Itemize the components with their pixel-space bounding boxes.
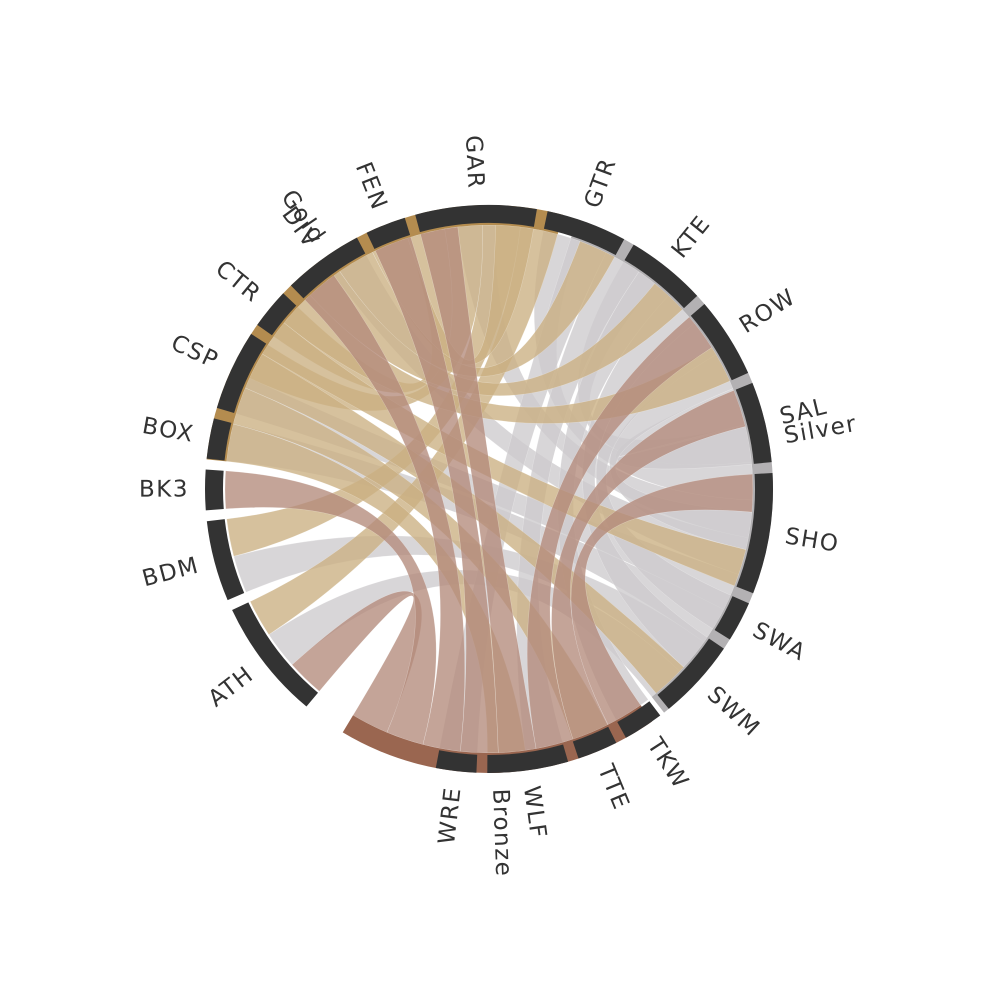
label-ctr: CTR bbox=[210, 256, 266, 308]
arc-box bbox=[206, 418, 232, 461]
arc-swm bbox=[657, 638, 724, 709]
arc-bdm bbox=[206, 519, 245, 601]
arc-csp bbox=[216, 333, 267, 414]
ribbon-bronze-row bbox=[526, 316, 713, 750]
label-bk3: BK3 bbox=[139, 476, 189, 502]
label-bdm: BDM bbox=[140, 552, 203, 592]
arc-sal bbox=[735, 382, 772, 464]
arc-wre bbox=[435, 750, 478, 773]
arc-bronze bbox=[342, 705, 653, 773]
arc-tte bbox=[572, 726, 617, 759]
arc-ctr bbox=[257, 293, 297, 336]
label-gar: GAR bbox=[460, 135, 488, 190]
label-sho: SHO bbox=[783, 523, 841, 557]
label-csp: CSP bbox=[167, 330, 222, 374]
arc-bk3 bbox=[204, 469, 224, 511]
arc-tkw bbox=[617, 701, 661, 738]
label-ath: ATH bbox=[204, 661, 259, 712]
label-swa: SWA bbox=[748, 617, 810, 666]
label-swm: SWM bbox=[702, 682, 765, 743]
ribbon-bronze-fen bbox=[374, 236, 499, 754]
ribbon-bronze-bk3 bbox=[224, 470, 437, 745]
label-row: ROW bbox=[735, 284, 801, 339]
label-gtr: GTR bbox=[580, 154, 622, 211]
label-tte: TTE bbox=[592, 760, 634, 814]
ribbon-bronze-sho bbox=[570, 473, 754, 725]
label-tkw: TKW bbox=[641, 733, 694, 795]
ribbons-group bbox=[224, 224, 754, 754]
arc-sho bbox=[736, 473, 773, 594]
ribbon-gold-ath bbox=[249, 226, 559, 636]
label-wre: WRE bbox=[434, 785, 467, 845]
arc-gar bbox=[415, 205, 537, 233]
arcs-group bbox=[204, 205, 773, 774]
arc-wlf bbox=[487, 744, 569, 774]
arc-gtr bbox=[543, 211, 625, 256]
label-box: BOX bbox=[140, 413, 196, 448]
arc-row bbox=[690, 303, 749, 381]
label-wlf: WLF bbox=[518, 784, 551, 840]
arc-swa bbox=[714, 596, 749, 640]
label-kte: KTE bbox=[667, 211, 716, 263]
arc-ath bbox=[232, 602, 319, 707]
label-fen: FEN bbox=[350, 159, 392, 215]
arc-kte bbox=[624, 244, 698, 309]
arc-div bbox=[290, 237, 366, 299]
label-bronze: Bronze bbox=[487, 788, 516, 877]
arc-fen bbox=[366, 217, 411, 249]
